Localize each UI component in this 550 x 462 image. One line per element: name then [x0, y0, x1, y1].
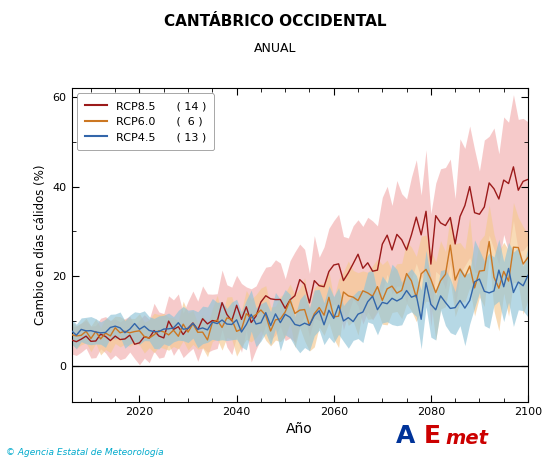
Text: CANTÁBRICO OCCIDENTAL: CANTÁBRICO OCCIDENTAL: [164, 14, 386, 29]
Text: ANUAL: ANUAL: [254, 42, 296, 55]
Legend: RCP8.5      ( 14 ), RCP6.0      (  6 ), RCP4.5      ( 13 ): RCP8.5 ( 14 ), RCP6.0 ( 6 ), RCP4.5 ( 13…: [77, 93, 214, 150]
Text: © Agencia Estatal de Meteorología: © Agencia Estatal de Meteorología: [6, 449, 163, 457]
X-axis label: Año: Año: [287, 422, 313, 436]
Y-axis label: Cambio en días cálidos (%): Cambio en días cálidos (%): [34, 164, 47, 325]
Text: E: E: [424, 424, 441, 448]
Text: A: A: [396, 424, 415, 448]
Text: met: met: [446, 429, 488, 448]
